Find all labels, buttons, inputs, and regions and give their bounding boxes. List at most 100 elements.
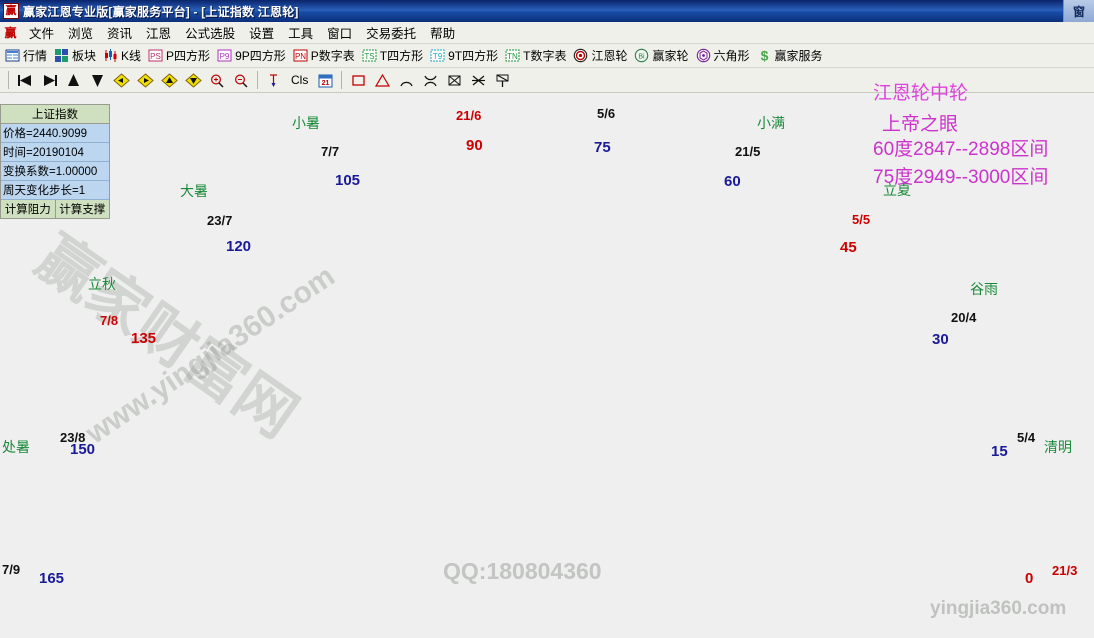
svg-text:5: 5 [405, 561, 410, 571]
triangle-tool-icon[interactable] [370, 70, 394, 91]
box-cross-tool-icon[interactable] [442, 70, 466, 91]
svg-text:73: 73 [525, 588, 534, 597]
zoom-out-icon[interactable] [229, 70, 253, 91]
toolbar-button-quotes[interactable]: 行情 [3, 46, 52, 65]
svg-text:46.88: 46.88 [256, 310, 278, 320]
svg-text:149: 149 [576, 523, 590, 533]
star-tool-icon[interactable] [466, 70, 490, 91]
toolbar-button-t-numtable[interactable]: TN T数字表 [503, 46, 571, 65]
toolbar-button-sectors[interactable]: 板块 [52, 46, 101, 65]
svg-text:320: 320 [680, 561, 694, 571]
vertical-scale-icon[interactable] [262, 70, 286, 91]
svg-text:100: 100 [477, 605, 491, 614]
svg-text:32: 32 [577, 455, 587, 465]
svg-text:128: 128 [583, 410, 598, 420]
menu-item-tools[interactable]: 工具 [288, 27, 314, 41]
zoom-in-icon[interactable] [205, 70, 229, 91]
svg-text:26: 26 [690, 531, 700, 541]
svg-text:12.50: 12.50 [564, 206, 586, 216]
svg-text:102: 102 [361, 542, 375, 552]
svg-text:33: 33 [559, 610, 568, 619]
diamond-up-icon[interactable] [157, 70, 181, 91]
menu-item-window[interactable]: 窗口 [327, 27, 353, 41]
flag-tool-icon[interactable] [490, 70, 514, 91]
toolbar-button-9t-square[interactable]: T9 9T四方形 [428, 46, 503, 65]
svg-text:3610.51: 3610.51 [244, 438, 277, 448]
solar-term-liqiu: 立秋 [88, 276, 116, 292]
svg-text:2500.91: 2500.91 [673, 341, 706, 351]
svg-text:150: 150 [371, 482, 386, 492]
calendar-icon[interactable]: 21 [313, 70, 337, 91]
menu-item-formula[interactable]: 公式选股 [185, 27, 236, 41]
toolbar-button-kline[interactable]: K线 [101, 46, 146, 65]
menu-item-news[interactable]: 资讯 [107, 27, 133, 41]
svg-text:50: 50 [443, 482, 453, 492]
svg-text:171: 171 [477, 536, 491, 546]
svg-text:2736.88: 2736.88 [531, 342, 564, 352]
diamond-right-icon[interactable] [133, 70, 157, 91]
gann-wheel-canvas[interactable]: 2440.91 2440.91 105 120 135 150 165 90 75 60 45 3… [0, 93, 1094, 638]
svg-text:2605.91: 2605.91 [388, 341, 421, 351]
arc-up-tool-icon[interactable] [394, 70, 418, 91]
titlebar-right-glyph[interactable]: 窗 [1063, 0, 1094, 22]
toolbar-button-gann-wheel[interactable]: 江恩轮 [571, 46, 632, 65]
info-row-time: 时间=20190104 [1, 143, 109, 162]
tn-badge-icon: TN [505, 49, 520, 62]
svg-text:28.13: 28.13 [300, 277, 322, 287]
svg-text:50: 50 [526, 610, 535, 619]
calc-support-button[interactable]: 计算支撑 [55, 200, 109, 218]
main-toolbar: 行情 板块 K线 PS P四方形 P9 9P四方形 PN [0, 44, 1094, 68]
solar-term-lixia: 立夏 [883, 182, 911, 198]
svg-text:75: 75 [505, 602, 514, 611]
arc-down-tool-icon[interactable] [418, 70, 442, 91]
svg-text:2590.91: 2590.91 [318, 388, 351, 398]
svg-text:125: 125 [450, 618, 464, 628]
menu-item-help[interactable]: 帮助 [430, 27, 456, 41]
menu-item-trade[interactable]: 交易委托 [366, 27, 417, 41]
down-triangle-icon[interactable] [85, 70, 109, 91]
svg-text:40.63: 40.63 [183, 394, 205, 404]
next-arrow-icon[interactable] [37, 70, 61, 91]
diamond-down-icon[interactable] [181, 70, 205, 91]
svg-text:146: 146 [614, 545, 628, 555]
toolbar-button-t-square[interactable]: TS T四方形 [360, 46, 428, 65]
diamond-left-icon[interactable] [109, 70, 133, 91]
svg-text:2598.41: 2598.41 [352, 362, 385, 372]
toolbar-button-p-square[interactable]: PS P四方形 [146, 46, 215, 65]
svg-text:3407.10: 3407.10 [263, 363, 296, 373]
toolbar-button-9p-square[interactable]: P9 9P四方形 [215, 46, 291, 65]
svg-text:177: 177 [429, 608, 443, 618]
svg-text:Bi: Bi [639, 54, 646, 61]
toolbar-button-p-numtable[interactable]: PN P数字表 [291, 46, 360, 65]
svg-text:170: 170 [316, 615, 331, 625]
pn-badge-icon: PN [293, 49, 308, 62]
cls-button[interactable]: Cls [291, 73, 309, 87]
menu-item-file[interactable]: 文件 [29, 27, 55, 41]
solar-date-5-6: 5/6 [597, 106, 616, 121]
toolbar-button-hexagon[interactable]: 六角形 [694, 46, 755, 65]
svg-text:3559.66: 3559.66 [386, 281, 419, 291]
svg-text:122: 122 [726, 506, 741, 516]
svg-text:77: 77 [496, 625, 505, 634]
svg-text:103: 103 [624, 595, 638, 605]
svg-text:76: 76 [499, 613, 508, 622]
rectangle-tool-icon[interactable] [346, 70, 370, 91]
svg-text:123: 123 [708, 482, 723, 492]
prev-arrow-icon[interactable] [13, 70, 37, 91]
svg-text:149: 149 [392, 462, 407, 472]
svg-text:59: 59 [738, 591, 748, 601]
menu-item-gann[interactable]: 江恩 [146, 27, 172, 41]
menu-item-browse[interactable]: 浏览 [68, 27, 94, 41]
toolbar-button-winner-service[interactable]: $ 赢家服务 [755, 46, 828, 65]
svg-text:84: 84 [478, 441, 488, 451]
menu-item-settings[interactable]: 设置 [249, 27, 275, 41]
candlestick-icon [105, 49, 117, 62]
drawing-toolbar: Cls 21 [0, 68, 1094, 93]
svg-text:103: 103 [351, 566, 365, 576]
calc-resistance-button[interactable]: 计算阻力 [1, 200, 56, 218]
svg-text:9: 9 [722, 618, 727, 628]
toolbar-button-winner-wheel[interactable]: Bi 赢家轮 [632, 46, 693, 65]
svg-text:153: 153 [518, 519, 532, 529]
svg-text:1: 1 [458, 500, 463, 510]
up-triangle-icon[interactable] [61, 70, 85, 91]
